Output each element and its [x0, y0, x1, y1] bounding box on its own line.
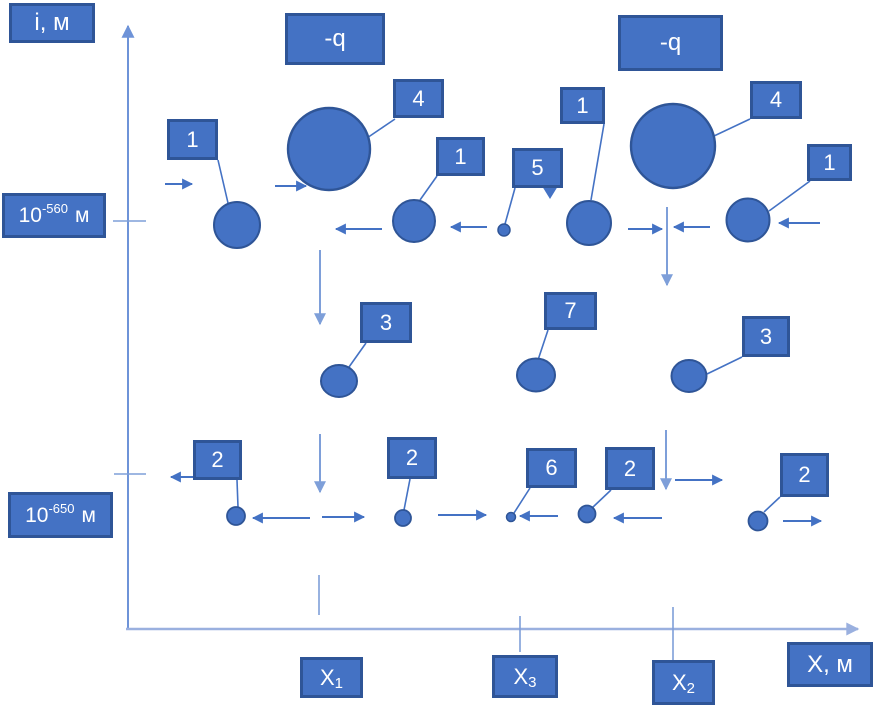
particle-row2-a	[320, 364, 358, 398]
callout-line	[348, 342, 367, 368]
y-tick-unit: м	[74, 204, 90, 227]
particle-row3-b	[394, 509, 412, 527]
particle-row1-a	[213, 201, 261, 249]
callout-box-5: 5	[512, 148, 563, 188]
callout-box-2-b: 2	[387, 437, 437, 479]
y-tick-unit: м	[81, 503, 96, 527]
x-axis-title: X, м	[807, 650, 853, 678]
callout-line	[590, 123, 605, 201]
callout-number: 1	[823, 149, 836, 175]
callout-line	[217, 159, 229, 204]
particle-row1-d	[725, 197, 771, 243]
callout-number: 2	[798, 462, 811, 487]
x-tick-subscript: 3	[528, 674, 537, 691]
particle-row3-tiny	[505, 511, 517, 523]
particle-row1-tiny	[497, 223, 511, 237]
callout-box-2-c: 2	[605, 447, 655, 490]
charge-label-right: -q	[659, 29, 682, 56]
callout-box-1-row1-b: 1	[436, 137, 485, 176]
callout-box-2-a: 2	[193, 440, 242, 480]
callout-number: 2	[211, 447, 224, 472]
callout-line	[419, 175, 438, 201]
callout-line	[768, 180, 811, 212]
particle-row2-b	[516, 357, 556, 393]
callout-box-2-d: 2	[780, 453, 829, 497]
x-tick-base: X	[319, 664, 335, 690]
callout-line	[513, 487, 531, 514]
callout-line	[236, 479, 239, 508]
callout-number: 3	[379, 309, 393, 335]
y-tick-exponent: -650	[48, 500, 75, 516]
callout-line	[706, 356, 743, 375]
y-tick-base: 10	[25, 503, 49, 527]
callout-number: 2	[623, 455, 637, 481]
particle-row3-a	[226, 506, 246, 526]
callout-box-4-left: 4	[393, 79, 444, 118]
callout-tail	[542, 186, 558, 199]
callout-number: 4	[769, 87, 783, 112]
large-charge-circle-right	[629, 102, 717, 190]
charge-label-left: -q	[324, 25, 346, 52]
particle-row3-c	[577, 504, 597, 524]
callout-box-1-row1-a: 1	[167, 119, 218, 160]
callout-box-1-row1-d: 1	[807, 144, 852, 181]
callout-number: 6	[545, 455, 558, 480]
charge-label-right-box: -q	[618, 15, 723, 71]
x-axis-title-box: X, м	[787, 642, 873, 687]
callout-number: 1	[454, 143, 467, 169]
large-charge-circle-left	[286, 106, 372, 192]
x-tick-subscript: 1	[334, 675, 344, 692]
particle-row2-c	[670, 359, 708, 393]
y-tick-label-560-box: 10 -560 м	[2, 193, 106, 238]
y-tick-base: 10	[18, 204, 42, 227]
callout-line	[403, 478, 411, 511]
callout-number: 5	[531, 155, 544, 180]
callout-line	[713, 118, 751, 137]
y-tick-label-650-box: 10 -650 м	[8, 492, 113, 538]
y-tick-exponent: -560	[41, 201, 68, 216]
callout-box-1-row1-c: 1	[560, 87, 605, 124]
callout-number: 2	[405, 445, 419, 470]
callout-number: 7	[564, 298, 577, 323]
callout-box-3-left: 3	[360, 302, 412, 343]
y-axis-title-box: i, м	[9, 3, 95, 43]
callout-box-6: 6	[526, 448, 577, 488]
callout-box-4-right: 4	[750, 81, 802, 119]
x-tick-base: X	[671, 669, 687, 695]
callout-box-3-right: 3	[742, 316, 790, 357]
y-axis-title: i, м	[34, 9, 70, 36]
particle-row3-d	[747, 510, 769, 532]
callout-line	[591, 489, 612, 509]
callout-line	[537, 329, 549, 361]
charge-label-left-box: -q	[285, 13, 385, 65]
callout-line	[504, 187, 516, 225]
callout-number: 4	[412, 85, 425, 111]
callout-number: 1	[186, 126, 199, 152]
callout-box-7: 7	[544, 292, 597, 330]
x-tick-base: X	[513, 663, 529, 689]
particle-row1-c	[566, 200, 612, 246]
callout-number: 1	[576, 92, 589, 118]
x-tick-subscript: 2	[686, 680, 696, 697]
callout-number: 3	[759, 323, 773, 349]
particle-row1-b	[392, 199, 436, 243]
callout-line	[763, 496, 781, 513]
